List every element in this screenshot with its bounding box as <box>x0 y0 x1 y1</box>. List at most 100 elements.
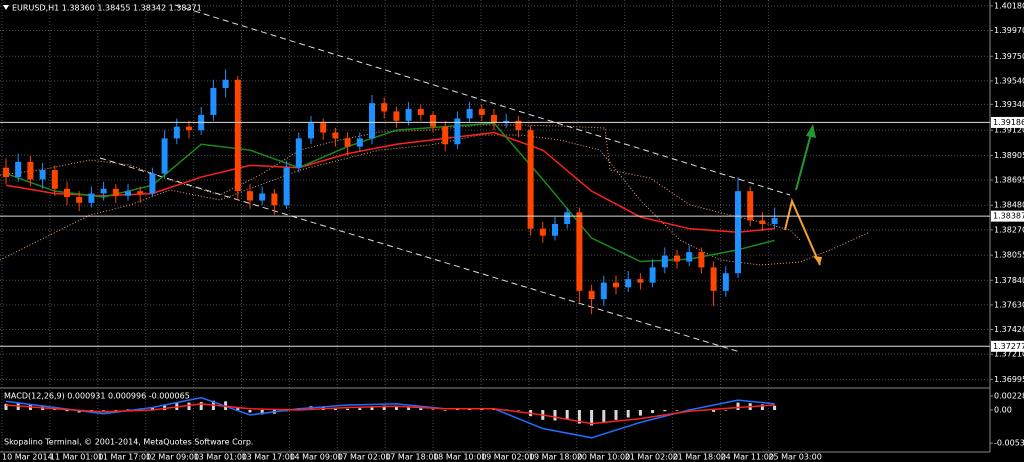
candle-body <box>710 267 717 291</box>
y-tick-label: 1.40180 <box>994 1 1024 10</box>
macd-bar <box>773 405 777 410</box>
macd-bar <box>102 410 106 411</box>
macd-bar <box>724 410 728 411</box>
y-tick-label: 1.38695 <box>994 176 1024 185</box>
x-tick-label: 14 Mar 09:00 <box>289 453 342 462</box>
candle-body <box>344 138 351 147</box>
candle-body <box>271 193 278 206</box>
macd-bar <box>126 409 130 410</box>
macd-bar <box>577 410 581 424</box>
macd-bar <box>443 410 447 411</box>
macd-bar <box>199 401 203 410</box>
candle-body <box>454 118 461 145</box>
candle-body <box>649 267 656 283</box>
macd-bar <box>150 407 154 410</box>
candle-body <box>88 193 95 203</box>
candle-body <box>735 191 741 274</box>
macd-bar <box>248 410 252 413</box>
candle-body <box>613 282 619 288</box>
candle-body <box>161 138 168 174</box>
macd-bar <box>492 409 496 410</box>
candle-body <box>173 126 180 139</box>
candle-body <box>637 279 644 283</box>
candle-body <box>186 126 192 131</box>
macd-bar <box>419 408 423 410</box>
footer: Skopalino Terminal, © 2001-2014, MetaQuo… <box>4 438 253 447</box>
x-tick-label: 11 Mar 17:00 <box>98 453 151 462</box>
candle-body <box>234 79 241 192</box>
indicator-line <box>5 396 775 439</box>
macd-bar <box>163 405 167 410</box>
candle-body <box>600 282 607 300</box>
candle-body <box>478 109 485 115</box>
candle-body <box>552 223 558 236</box>
level-tag <box>991 210 1024 222</box>
macd-bar <box>333 408 337 410</box>
candle-body <box>369 103 375 139</box>
candle-body <box>759 220 766 224</box>
macd-bar <box>736 402 740 410</box>
y-tick-label: 1.38480 <box>994 201 1024 210</box>
macd-bar <box>626 410 630 418</box>
candle-body <box>674 255 680 262</box>
candle-body <box>283 167 290 206</box>
indicator-line <box>5 122 775 263</box>
y-tick-label: 1.39540 <box>994 76 1024 85</box>
candle-body <box>722 273 729 291</box>
candle-body <box>515 120 522 131</box>
x-tick-label: 24 Mar 11:00 <box>721 453 774 462</box>
macd-tick-label: 0.00228 <box>994 391 1024 400</box>
macd-tick-label: 0.00 <box>994 406 1012 415</box>
menu-triangle[interactable] <box>3 5 9 10</box>
candle-body <box>210 87 217 115</box>
x-tick-label: 21 Mar 02:00 <box>625 453 678 462</box>
candle-body <box>112 188 119 196</box>
level-label: 1.38387 <box>993 212 1024 221</box>
candle-body <box>100 188 107 194</box>
channel-line <box>174 4 791 196</box>
candle-body <box>661 255 668 268</box>
candle-body <box>64 188 70 198</box>
indicator-line <box>5 131 775 233</box>
x-tick-label: 18 Mar 10:00 <box>433 453 486 462</box>
x-tick-label: 17 Mar 02:00 <box>337 453 390 462</box>
level-label: 1.37277 <box>993 342 1024 351</box>
plot <box>3 69 778 439</box>
candle-body <box>125 191 131 196</box>
macd-bar <box>565 410 569 420</box>
x-tick-label: 12 Mar 09:00 <box>146 453 199 462</box>
macd-bar <box>675 410 679 411</box>
candle-body <box>295 138 302 168</box>
macd-bar <box>4 403 8 410</box>
macd-label: MACD(12,26,9) 0.000931 0.000996 -0.00006… <box>4 392 190 401</box>
macd-bar <box>455 409 459 410</box>
y-tick-label: 1.39120 <box>994 126 1024 135</box>
candle-body <box>320 123 327 133</box>
candle-body <box>15 161 22 178</box>
y-tick-label: 1.36995 <box>994 375 1024 384</box>
candle-body <box>576 212 583 291</box>
macd-bar <box>602 410 606 423</box>
candle-body <box>698 252 705 268</box>
candle-body <box>27 161 34 180</box>
indicator-line <box>5 403 775 425</box>
candle-body <box>381 103 388 112</box>
candle-body <box>564 212 571 224</box>
macd-bar <box>370 406 374 410</box>
candle-body <box>308 123 314 139</box>
level-tag <box>991 340 1024 352</box>
candle-body <box>417 109 424 115</box>
x-tick-label: 10 Mar 2014 <box>2 453 53 462</box>
candle-body <box>430 114 436 127</box>
candle-body <box>442 126 449 145</box>
arrow-head <box>813 256 822 265</box>
y-tick-label: 1.38905 <box>994 151 1024 160</box>
candle-body <box>393 111 400 121</box>
cloud-edge <box>0 124 801 241</box>
candle-body <box>771 218 778 224</box>
arrow-head <box>806 124 816 138</box>
macd-bar <box>260 410 264 415</box>
macd-bar <box>663 410 667 412</box>
x-tick-label: 17 Mar 18:00 <box>385 453 438 462</box>
